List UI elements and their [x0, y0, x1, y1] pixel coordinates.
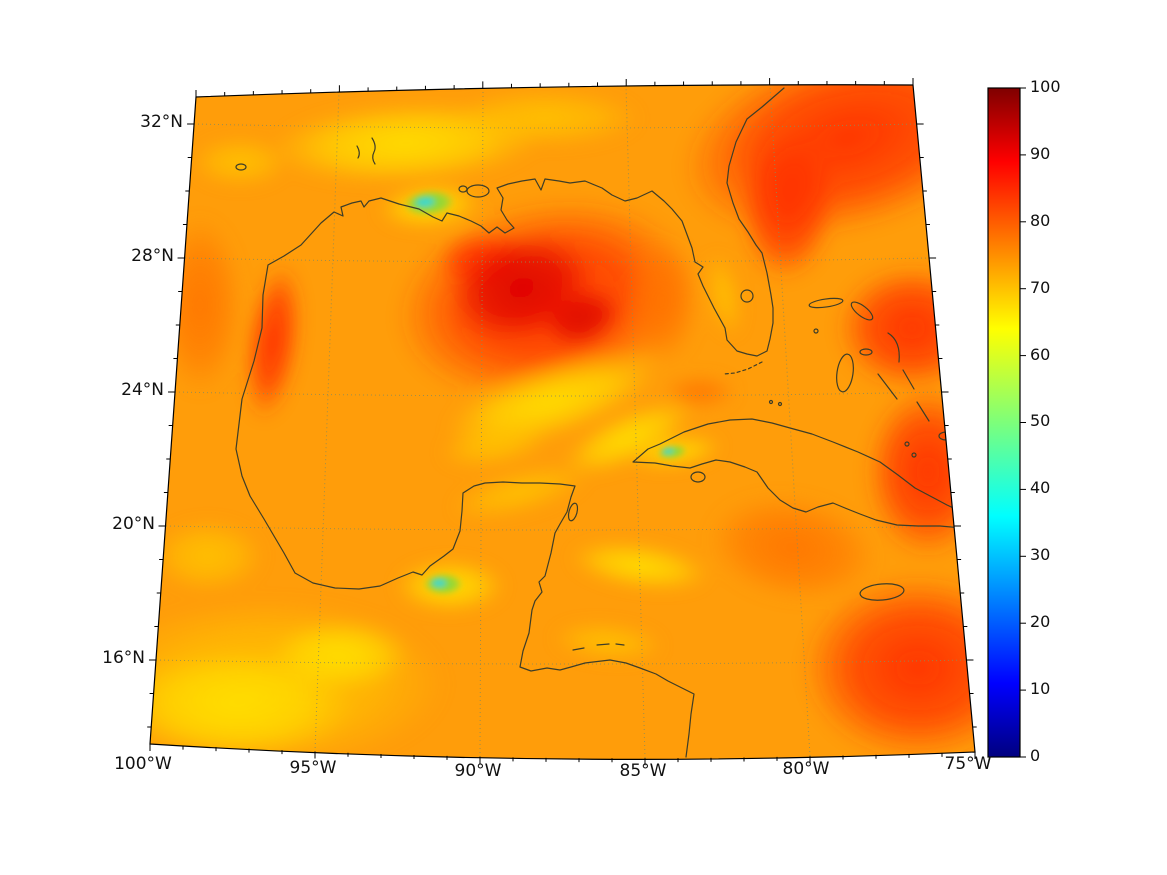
- lat-tick-label-16n: 16°N: [102, 648, 145, 668]
- lat-tick-label-24n: 24°N: [121, 380, 164, 400]
- field-minima-spots: [403, 189, 687, 595]
- island-isla-juventud: [690, 471, 706, 483]
- lon-tick-label-90w: 90°W: [454, 761, 502, 781]
- lon-tick-label-100w: 100°W: [114, 754, 172, 774]
- bay-islands: [572, 643, 625, 651]
- bahamas-islands: [768, 297, 954, 458]
- colorbar-tick-label-30: 30: [1030, 545, 1051, 564]
- colorbar-tick-label-60: 60: [1030, 345, 1051, 364]
- colorbar-tick-label-10: 10: [1030, 679, 1051, 698]
- coastlines: [235, 87, 975, 758]
- map-area: [150, 84, 975, 760]
- lake-maurepas: [458, 185, 468, 193]
- lat-tick-label-32n: 32°N: [140, 112, 183, 132]
- reservoir-sam-rayburn: [356, 145, 360, 159]
- gridline-lat-16n: [155, 659, 968, 665]
- island-cozumel: [567, 502, 579, 522]
- colorbar-tick-label-80: 80: [1030, 211, 1051, 230]
- lat-tick-label-28n: 28°N: [131, 246, 174, 266]
- colorbar-ticks: [1020, 87, 1026, 758]
- map-border: [149, 84, 976, 760]
- colorbar-tick-label-0: 0: [1030, 746, 1041, 765]
- lon-tick-label-85w: 85°W: [619, 761, 667, 781]
- lat-tick-label-20n: 20°N: [112, 514, 155, 534]
- lake-okeechobee: [740, 289, 754, 303]
- colorbar-tick-label-40: 40: [1030, 478, 1051, 497]
- gridline-lat-32n: [193, 123, 918, 129]
- gridline-lat-28n: [184, 257, 930, 263]
- florida-keys: [723, 361, 763, 375]
- graticule: [155, 84, 968, 759]
- colorbar-tick-label-20: 20: [1030, 612, 1051, 631]
- colorbar-tick-label-100: 100: [1030, 77, 1061, 96]
- small-lake: [235, 163, 247, 171]
- reservoir-toledo-bend: [371, 137, 376, 165]
- coastline-cuba: [632, 418, 975, 531]
- axis-ticks: [147, 78, 977, 766]
- lon-tick-label-75w: 75°W: [944, 754, 992, 774]
- island-jamaica: [859, 583, 905, 601]
- gridline-lon-80w: [769, 84, 811, 757]
- lon-tick-label-95w: 95°W: [289, 758, 337, 778]
- colorbar-tick-label-50: 50: [1030, 411, 1051, 430]
- colorbar: [987, 87, 1021, 758]
- lon-tick-label-80w: 80°W: [782, 759, 830, 779]
- gridline-lon-85w: [625, 85, 646, 759]
- colorbar-tick-label-70: 70: [1030, 278, 1051, 297]
- colorbar-tick-label-90: 90: [1030, 144, 1051, 163]
- coastline-north-america: [235, 87, 785, 758]
- lakes: [235, 137, 754, 303]
